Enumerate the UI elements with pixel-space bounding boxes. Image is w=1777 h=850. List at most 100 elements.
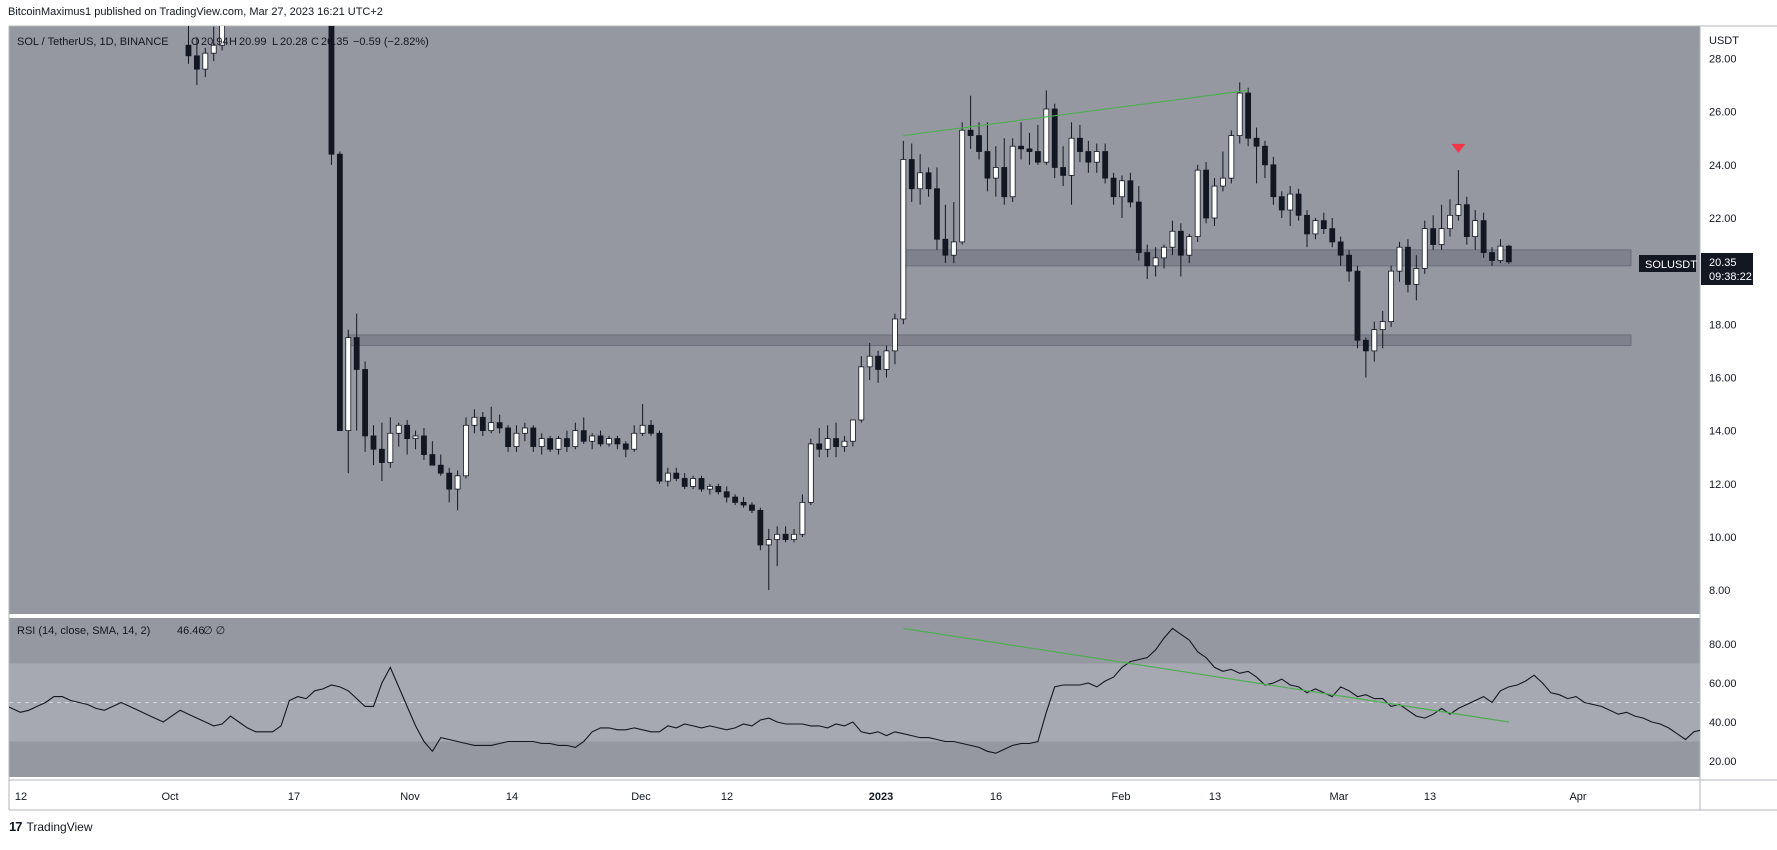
candle-body [1152, 257, 1159, 267]
candle-body [1455, 204, 1462, 216]
candle [345, 329, 352, 474]
candle [1077, 124, 1083, 163]
candle-body [387, 432, 394, 463]
candle-body [631, 432, 638, 450]
candle [959, 122, 966, 245]
candle [1438, 204, 1445, 250]
price-tick-label: 22.00 [1709, 213, 1737, 225]
candle-body [1287, 193, 1294, 211]
candle-body [606, 438, 612, 445]
candle-body [555, 438, 562, 450]
candle-body [614, 438, 621, 445]
tradingview-logo[interactable]: 17 TradingView [9, 819, 93, 834]
candle-body [1295, 193, 1302, 216]
candle [1388, 265, 1395, 327]
price-axis-ticks[interactable]: 8.0010.0012.0014.0016.0018.0020.0022.002… [1709, 54, 1737, 598]
candle [1413, 255, 1420, 301]
candle [463, 417, 469, 479]
candle-body [370, 435, 377, 450]
legend-open-value: 20.94 [201, 36, 229, 48]
candle [1455, 170, 1462, 221]
time-tick-label: 17 [288, 791, 300, 803]
candle-body [185, 44, 192, 57]
candle-body [732, 496, 739, 503]
candle [967, 95, 974, 149]
candle [942, 204, 949, 264]
candle-body [362, 369, 368, 437]
candle-body [690, 478, 696, 487]
price-tick-label: 26.00 [1709, 107, 1737, 119]
candle-body [976, 135, 982, 152]
candle [555, 435, 562, 455]
candle [1110, 172, 1117, 205]
candle-body [841, 440, 848, 447]
time-axis-ticks[interactable]: 12 Oct 17 Nov 14 Dec 12 2023 16 Feb 13 Mar 13 Apr [15, 791, 1587, 803]
candle-body [622, 443, 629, 450]
candle [639, 404, 646, 436]
candle-body [782, 533, 789, 540]
candle [984, 122, 991, 192]
trendlines[interactable] [903, 89, 1249, 137]
rsi-axis-ticks[interactable]: 20.00 40.00 60.00 80.00 [1709, 639, 1737, 768]
candle-body [1068, 137, 1075, 176]
candle-body [328, 26, 335, 155]
candle [454, 470, 461, 511]
candle [362, 361, 368, 452]
candle [732, 494, 739, 506]
candle-body [404, 424, 411, 439]
candle [1447, 199, 1453, 237]
candle-body [1110, 177, 1117, 198]
candle-body [1320, 220, 1327, 230]
time-tick-label: 2023 [869, 791, 893, 803]
candle [185, 26, 192, 64]
candle-body [883, 350, 890, 370]
candle [1211, 178, 1218, 226]
candle-body [1489, 252, 1495, 261]
candle-body [538, 438, 545, 447]
candle [1068, 122, 1075, 205]
candle [841, 435, 848, 452]
time-tick-label: 13 [1209, 791, 1221, 803]
candle [1270, 156, 1277, 205]
candle [690, 475, 696, 490]
candle [892, 313, 898, 365]
candle [757, 507, 764, 551]
rsi-tick-label: 20.00 [1709, 756, 1737, 768]
candle [816, 427, 823, 458]
candle [437, 454, 444, 476]
candle-body [1329, 228, 1336, 243]
candle [866, 342, 873, 381]
candle-body [673, 472, 680, 479]
candle-body [1463, 204, 1470, 237]
candle-body [900, 159, 907, 320]
candle [774, 526, 781, 567]
candle [1034, 124, 1041, 165]
price-tick-label: 24.00 [1709, 160, 1737, 172]
candle-body [479, 416, 486, 432]
candle [1135, 186, 1142, 261]
candle [1001, 138, 1008, 205]
candle [210, 26, 217, 62]
candle [421, 427, 427, 460]
candle [1220, 151, 1226, 192]
candle-body [1161, 246, 1167, 259]
candle-body [942, 238, 949, 256]
legend-high-label: H [229, 36, 237, 48]
candle [580, 417, 587, 444]
candle [479, 412, 486, 436]
candle-body [1379, 321, 1386, 331]
rsi-tick-label: 60.00 [1709, 678, 1737, 690]
candle [1497, 239, 1504, 264]
candle-body [715, 486, 722, 493]
candle [1379, 311, 1386, 349]
candle [799, 494, 806, 537]
candle [1194, 164, 1201, 242]
candle [807, 438, 814, 506]
candle [1236, 82, 1243, 144]
candle [219, 26, 226, 51]
candle-body [496, 422, 503, 429]
candle-body [471, 416, 478, 426]
candle-body [799, 501, 806, 535]
